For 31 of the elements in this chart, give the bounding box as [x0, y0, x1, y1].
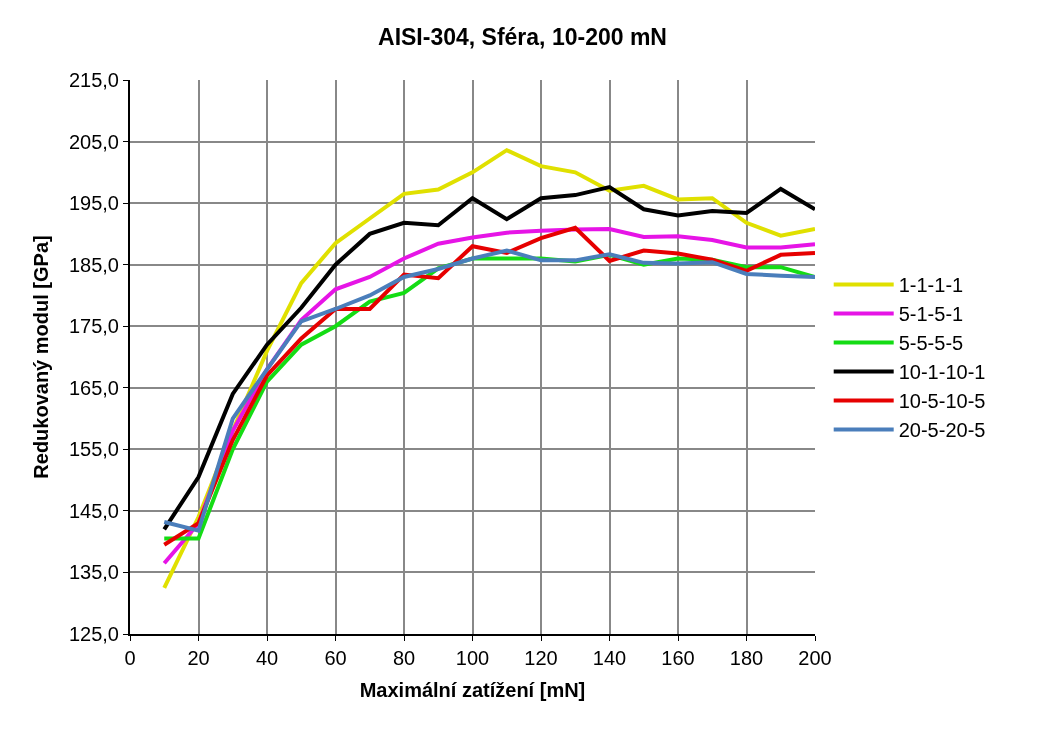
x-tick-label: 100	[455, 647, 490, 669]
x-tick-label: 60	[324, 647, 347, 669]
x-tick-label: 200	[798, 647, 832, 669]
y-tick-label: 215,0	[68, 69, 119, 91]
x-tick-label: 160	[661, 647, 695, 669]
x-tick-label: 140	[592, 647, 627, 669]
x-tick-label: 80	[392, 647, 416, 669]
y-tick-label: 185,0	[68, 253, 119, 276]
line-series	[162, 185, 815, 532]
chart-title: AISI-304, Sféra, 10-200 mN	[378, 24, 667, 51]
legend-label: 10-5-10-5	[898, 390, 986, 413]
y-tick-label: 205,0	[68, 130, 119, 153]
y-tick-label: 195,0	[68, 192, 119, 215]
y-axis-title: Redukovaný modul [GPa]	[29, 235, 52, 479]
x-axis-title: Maximální zatížení [mN]	[359, 679, 586, 701]
legend-label: 20-5-20-5	[898, 419, 986, 442]
legend-label: 5-5-5-5	[898, 332, 964, 355]
y-tick-label: 175,0	[68, 315, 119, 338]
legend-label: 5-1-5-1	[898, 303, 964, 326]
x-tick-label: 40	[255, 647, 279, 669]
x-tick-label: 20	[187, 647, 210, 669]
legend-label: 1-1-1-1	[898, 274, 964, 297]
x-tick-label: 0	[124, 647, 136, 669]
y-tick-label: 145,0	[68, 499, 119, 522]
legend-label: 10-1-10-1	[898, 361, 986, 384]
y-tick-label: 165,0	[68, 376, 119, 399]
x-tick-label: 180	[729, 647, 764, 669]
x-tick-label: 120	[524, 647, 558, 669]
y-tick-label: 135,0	[68, 561, 119, 584]
y-tick-label: 155,0	[68, 438, 119, 461]
y-tick-label: 125,0	[68, 623, 119, 645]
